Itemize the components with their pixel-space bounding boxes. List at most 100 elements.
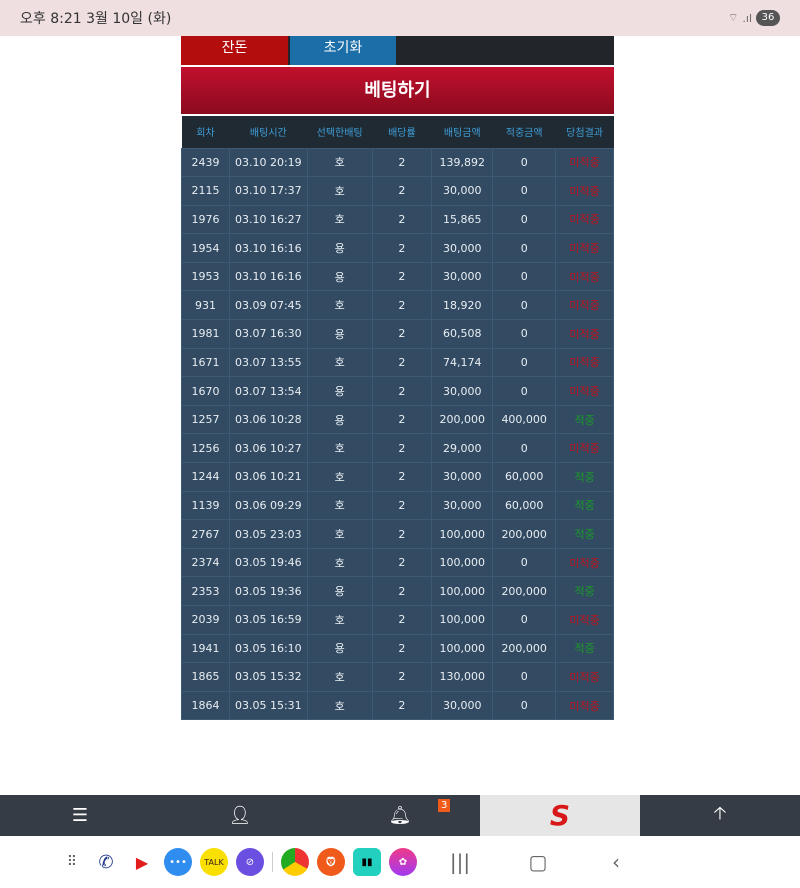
gallery-icon[interactable]: ✿: [389, 848, 417, 876]
table-cell: 1865: [181, 662, 230, 692]
table-cell: 100,000: [431, 633, 494, 664]
table-cell: 2: [371, 233, 433, 263]
table-cell: 03.05 23:03: [228, 519, 308, 549]
bell-icon[interactable]: 🔔︎: [388, 805, 412, 826]
table-row: 2039 03.05 16:59 호 2 100,000 0 미적중: [181, 605, 614, 635]
table-cell: 2: [371, 376, 433, 406]
table-cell: 2: [371, 690, 433, 721]
app-icon[interactable]: ▮▮: [353, 848, 381, 876]
table-cell: 2: [371, 204, 433, 235]
table-cell: 미적중: [555, 433, 614, 464]
table-row: 1864 03.05 15:31 호 2 30,000 0 미적중: [181, 690, 614, 721]
table-cell: 미적중: [555, 690, 614, 721]
table-cell: 0: [492, 233, 557, 263]
table-cell: 03.07 13:55: [228, 347, 308, 378]
back-icon[interactable]: ‹: [612, 850, 620, 874]
table-cell: 미적중: [555, 204, 614, 235]
table-cell: 200,000: [492, 519, 557, 549]
arrow-up-icon[interactable]: 🡡: [713, 802, 727, 824]
table-row: 2353 03.05 19:36 용 2 100,000 200,000 적중: [181, 576, 614, 606]
table-cell: 931: [181, 290, 230, 321]
table-cell: 0: [492, 347, 557, 378]
table-cell: 2: [371, 633, 433, 664]
kakaotalk-icon[interactable]: TALK: [200, 848, 228, 876]
table-cell: 2: [371, 462, 433, 492]
table-cell: 0: [492, 290, 557, 321]
table-cell: 미적중: [555, 347, 614, 378]
table-cell: 호: [306, 433, 373, 464]
table-cell: 미적중: [555, 147, 614, 178]
table-cell: 03.10 16:16: [228, 233, 308, 263]
table-cell: 1864: [181, 690, 230, 721]
table-cell: 0: [492, 376, 557, 406]
user-icon[interactable]: 👤︎: [228, 805, 252, 826]
menu-icon[interactable]: ☰: [71, 805, 89, 826]
table-cell: 2: [371, 662, 433, 692]
table-row: 2439 03.10 20:19 호 2 139,892 0 미적중: [181, 147, 614, 178]
table-cell: 용: [306, 633, 373, 664]
table-cell: 200,000: [431, 404, 494, 435]
table-cell: 0: [492, 605, 557, 635]
table-cell: 적중: [555, 462, 614, 492]
table-cell: 호: [306, 147, 373, 178]
battery-icon: 36: [756, 10, 780, 26]
table-cell: 호: [306, 519, 373, 549]
table-cell: 200,000: [492, 633, 557, 664]
table-cell: 용: [306, 376, 373, 406]
table-cell: 2353: [181, 576, 230, 606]
table-cell: 30,000: [431, 462, 494, 492]
table-cell: 적중: [555, 490, 614, 521]
table-cell: 0: [492, 204, 557, 235]
phone-icon[interactable]: ✆: [92, 848, 120, 876]
table-cell: 100,000: [431, 547, 494, 578]
table-cell: 2: [371, 433, 433, 464]
signal-icon: .ıl: [742, 11, 752, 25]
wifi-icon: ⌔: [728, 11, 739, 24]
table-cell: 호: [306, 662, 373, 692]
table-cell: 1954: [181, 233, 230, 263]
apps-grid-icon[interactable]: ⠿: [66, 854, 78, 870]
brave-icon[interactable]: 🦁︎: [317, 848, 345, 876]
table-cell: 1257: [181, 404, 230, 435]
table-cell: 1953: [181, 261, 230, 292]
table-cell: 30,000: [431, 376, 494, 406]
table-cell: 2: [371, 176, 433, 206]
logo[interactable]: S: [480, 795, 640, 836]
table-cell: 100,000: [431, 605, 494, 635]
table-cell: 2039: [181, 605, 230, 635]
table-cell: 03.05 15:32: [228, 662, 308, 692]
youtube-icon[interactable]: ▶: [128, 848, 156, 876]
column-header: 배당률: [372, 116, 432, 148]
table-cell: 호: [306, 290, 373, 321]
table-cell: 74,174: [431, 347, 494, 378]
table-row: 1256 03.06 10:27 호 2 29,000 0 미적중: [181, 433, 614, 464]
table-cell: 호: [306, 347, 373, 378]
table-cell: 100,000: [431, 519, 494, 549]
table-cell: 100,000: [431, 576, 494, 606]
table-cell: 0: [492, 662, 557, 692]
table-cell: 용: [306, 319, 373, 349]
messages-icon[interactable]: •••: [164, 848, 192, 876]
home-icon[interactable]: ▢: [528, 850, 548, 874]
internet-icon[interactable]: ⊘: [236, 848, 264, 876]
table-cell: 0: [492, 176, 557, 206]
table-cell: 400,000: [492, 404, 557, 435]
notification-badge: 3: [438, 799, 451, 812]
table-cell: 0: [492, 690, 557, 721]
table-row: 1865 03.05 15:32 호 2 130,000 0 미적중: [181, 662, 614, 692]
chrome-icon[interactable]: [281, 848, 309, 876]
table-row: 1257 03.06 10:28 용 2 200,000 400,000 적중: [181, 404, 614, 435]
table-cell: 03.06 10:27: [228, 433, 308, 464]
table-row: 1954 03.10 16:16 용 2 30,000 0 미적중: [181, 233, 614, 263]
recents-icon[interactable]: |||: [449, 850, 471, 874]
column-header: 당첨결과: [555, 116, 614, 148]
table-cell: 60,508: [431, 319, 494, 349]
reset-button[interactable]: 초기화: [290, 36, 396, 65]
change-button[interactable]: 잔돈: [181, 36, 288, 65]
table-cell: 2: [371, 519, 433, 549]
table-cell: 1941: [181, 633, 230, 664]
table-cell: 0: [492, 547, 557, 578]
table-cell: 용: [306, 261, 373, 292]
status-time: 오후 8:21 3월 10일 (화): [20, 11, 172, 27]
table-cell: 30,000: [431, 176, 494, 206]
